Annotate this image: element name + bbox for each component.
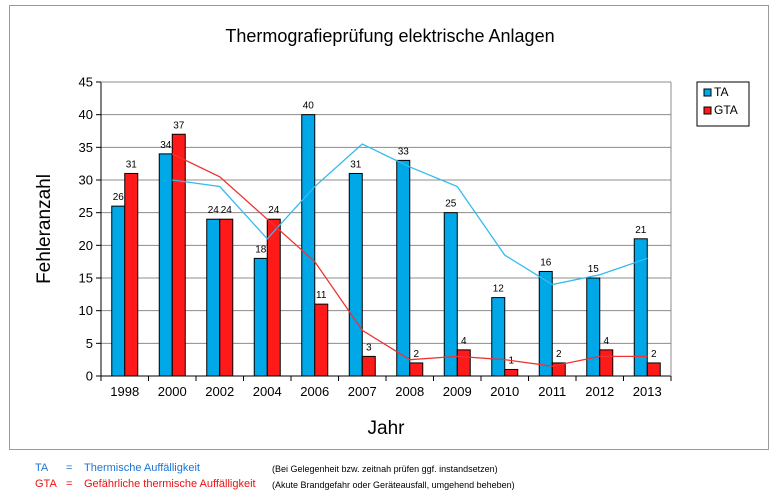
footnote-gta-note: (Akute Brandgefahr oder Geräteausfall, u… [272,480,515,490]
y-tick-label: 20 [79,238,93,253]
x-tick-label: 2013 [633,384,662,399]
data-label-gta: 2 [651,349,657,360]
y-tick-label: 40 [79,107,93,122]
footnote-gta-eq: = [66,478,73,490]
data-label-gta: 24 [221,205,233,216]
y-axis-label: Fehleranzahl [34,174,55,284]
trendline-ta [172,143,648,286]
data-label-ta: 26 [113,192,125,203]
data-label-ta: 25 [445,199,457,210]
x-tick-label: 2002 [205,384,234,399]
bar-ta [538,270,553,377]
bar-gta [361,355,376,377]
y-tick-label: 30 [79,173,93,188]
bar-gta [456,349,471,377]
bar-ta [158,153,173,377]
bar-ta [301,114,316,377]
y-tick-label: 25 [79,205,93,220]
x-tick-label: 2004 [253,384,282,399]
data-label-ta: 24 [208,205,220,216]
footnote-gta-text: Gefährliche thermische Auffälligkeit [84,478,256,490]
footnote-ta-eq: = [66,462,73,474]
bar-chart: Thermografieprüfung elektrische Anlagen 0… [34,26,750,439]
y-tick-label: 0 [86,369,93,384]
footnote-ta-abbr: TA [35,462,49,474]
bar-gta [551,362,566,377]
y-tick-label: 45 [79,75,93,90]
data-label-ta: 16 [540,257,552,268]
data-label-gta: 24 [268,205,280,216]
x-tick-label: 2007 [348,384,377,399]
y-tick-label: 35 [79,140,93,155]
data-label-gta: 4 [461,336,467,347]
legend-swatch-ta [703,88,712,97]
data-label-ta: 31 [350,159,362,170]
data-label-ta: 18 [255,244,267,255]
bar-gta [409,362,424,377]
data-label-gta: 3 [366,342,372,353]
y-tick-label: 5 [86,336,93,351]
legend-swatch-gta [703,106,712,115]
bar-gta [171,133,186,377]
data-label-ta: 15 [588,264,600,275]
bar-gta [504,368,519,377]
data-label-gta: 11 [316,290,327,301]
bar-ta [633,238,648,377]
data-label-gta: 31 [126,159,138,170]
x-tick-label: 2000 [158,384,187,399]
bar-ta [253,257,268,377]
x-tick-label: 2012 [585,384,614,399]
chart-frame: Thermografieprüfung elektrische Anlagen 0… [9,5,769,450]
x-tick-label: 2011 [538,384,566,399]
bar-ta [586,277,601,377]
bar-ta [443,212,458,377]
bar-ta [396,159,411,377]
chart-title: Thermografieprüfung elektrische Anlagen [225,26,554,46]
data-label-gta: 4 [603,336,609,347]
x-tick-label: 2009 [443,384,472,399]
footnote-ta-text: Thermische Auffälligkeit [84,462,200,474]
bar-gta [599,349,614,377]
bar-ta [348,172,363,377]
bar-gta [314,303,329,377]
bar-gta [646,362,661,377]
x-axis-label: Jahr [368,418,406,439]
data-label-ta: 33 [398,146,410,157]
bar-gta [124,172,139,377]
data-label-ta: 12 [493,284,505,295]
bar-ta [111,205,126,377]
y-tick-label: 10 [79,303,93,318]
x-tick-label: 2006 [300,384,329,399]
legend-label-ta: TA [714,85,728,99]
data-label-ta: 40 [303,101,315,112]
x-tick-label: 1998 [110,384,139,399]
trendline-gta [171,153,648,367]
bar-gta [219,218,234,377]
footnote-gta-abbr: GTA [35,478,57,490]
bar-ta [491,297,506,377]
footnote-ta-note: (Bei Gelegenheit bzw. zeitnah prüfen ggf… [272,464,498,474]
data-label-gta: 37 [173,120,185,131]
data-label-ta: 21 [635,225,647,236]
bar-gta [266,218,281,377]
data-label-gta: 2 [413,349,419,360]
data-label-gta: 2 [556,349,562,360]
bar-ta [206,218,221,377]
data-label-ta: 34 [160,140,172,151]
x-tick-label: 2008 [395,384,424,399]
y-tick-label: 15 [79,271,93,286]
x-tick-label: 2010 [490,384,519,399]
legend-label-gta: GTA [714,103,738,117]
